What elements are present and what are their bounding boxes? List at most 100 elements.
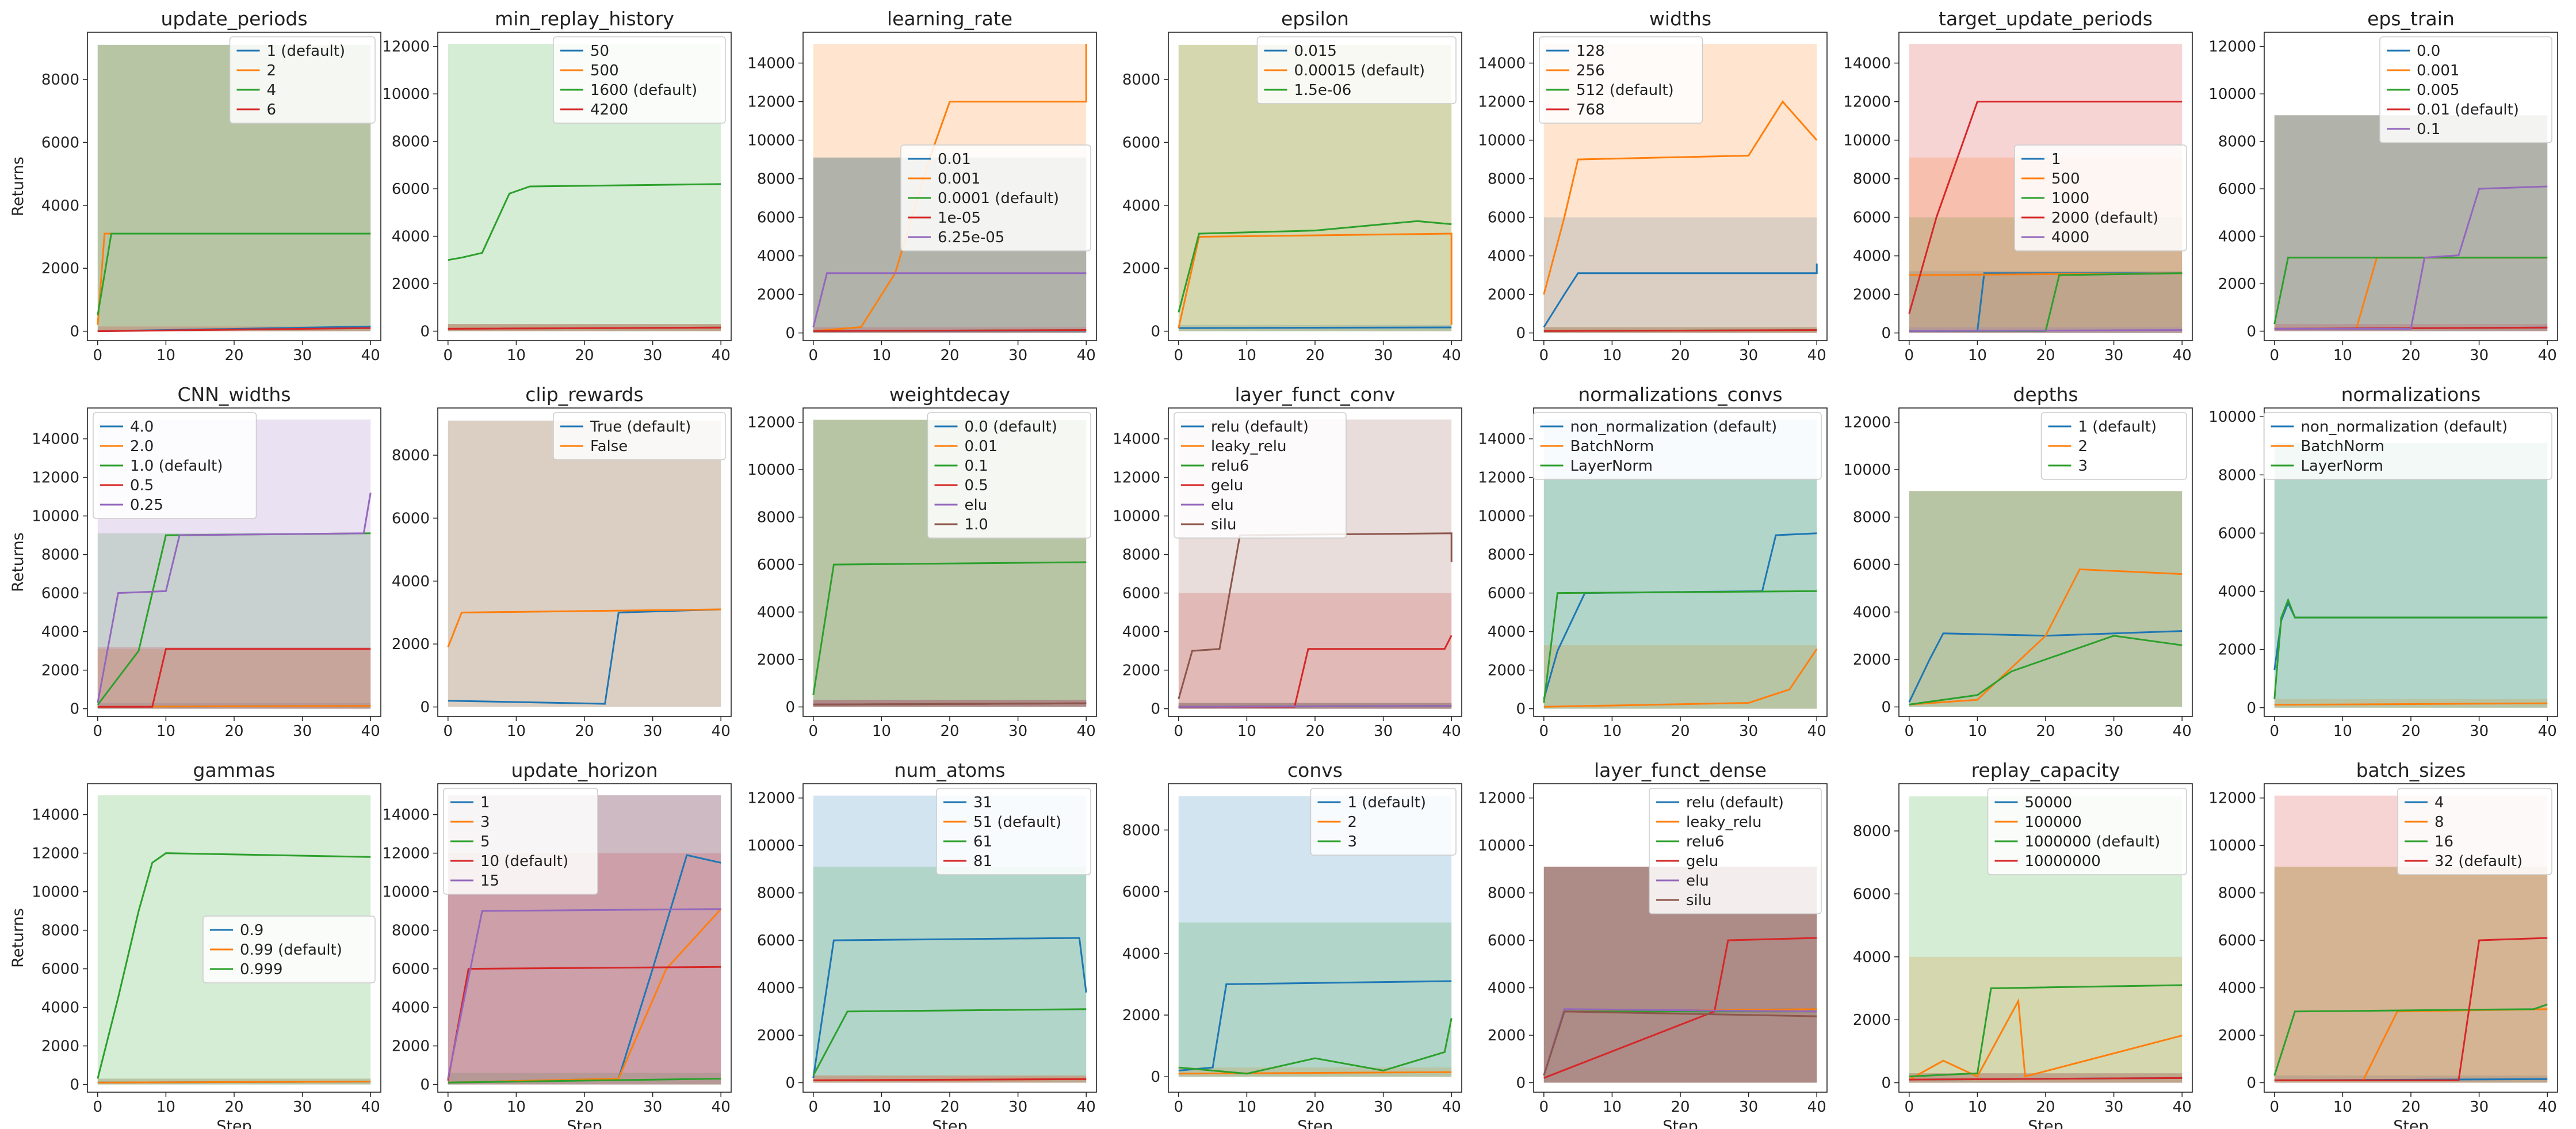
y-tick-label: 14000 <box>1478 431 1526 448</box>
subplot-num-atoms: 0 10 20 30 40 0 2000 4000 6000 8000 10000 12000 num_… <box>747 759 1097 1129</box>
band-1 <box>2274 867 2548 1083</box>
series-line-1 <box>1178 1071 1452 1075</box>
y-tick-label: 8000 <box>41 922 79 940</box>
y-tick-label: 4000 <box>1853 248 1891 265</box>
series-line-2 <box>2273 1003 2548 1076</box>
y-tick-label: 6000 <box>2218 932 2256 949</box>
legend-entry: 6 <box>267 101 277 119</box>
series-line-1 <box>97 1081 371 1084</box>
y-tick-label: 0 <box>1516 325 1526 342</box>
subplot-layer-funct-dense: 0 10 20 30 40 0 2000 4000 6000 8000 10000 12000 laye… <box>1478 759 1828 1129</box>
x-tick-label: 30 <box>2104 723 2123 740</box>
y-tick-label: 8000 <box>392 447 430 464</box>
y-tick-label: 6000 <box>392 181 430 198</box>
legend-entry: 10 (default) <box>480 853 568 870</box>
x-tick-label: 30 <box>1374 723 1393 740</box>
x-tick-label: 40 <box>1442 1099 1461 1116</box>
x-tick-label: 40 <box>712 1099 731 1116</box>
legend-box <box>443 788 598 895</box>
legend-box <box>1310 788 1457 856</box>
legend-box <box>1532 412 1822 480</box>
y-tick-label: 8000 <box>392 922 430 940</box>
legend-entry: elu <box>1686 872 1709 890</box>
x-tick-label: 0 <box>1539 1099 1549 1116</box>
series-line-0 <box>448 608 721 705</box>
y-tick-label: 10000 <box>382 884 430 901</box>
band-1 <box>1543 645 1817 709</box>
band-1 <box>448 420 721 707</box>
subplot-title: eps_train <box>2367 7 2455 30</box>
legend-entry: 2 <box>267 62 277 79</box>
y-tick-label: 2000 <box>392 636 430 653</box>
legend-entry: 4.0 <box>130 418 154 436</box>
x-tick-label: 20 <box>1305 1099 1324 1116</box>
subplot-title: learning_rate <box>887 7 1012 30</box>
legend-entry: 3 <box>480 814 490 831</box>
x-tick-label: 0 <box>809 347 819 364</box>
legend-entry: leaky_relu <box>1686 814 1762 831</box>
y-tick-label: 8000 <box>2218 134 2256 151</box>
y-tick-label: 8000 <box>1122 822 1160 839</box>
legend: relu (default) leaky_relu relu6 gelu elu silu <box>1649 788 1822 914</box>
legend-box <box>553 36 726 124</box>
subplot-update-periods: 0 10 20 30 40 0 2000 4000 6000 8000 update_periods… <box>9 7 381 364</box>
x-tick-label: 40 <box>361 1099 380 1116</box>
y-tick-label: 2000 <box>757 651 795 669</box>
legend-entry: 500 <box>590 62 619 79</box>
subplot-title: CNN_widths <box>177 383 291 406</box>
band-2 <box>2274 443 2548 708</box>
series-line-3 <box>1543 329 1817 332</box>
legend-entry: non_normalization (default) <box>1570 418 1778 436</box>
legend-entry: 1 (default) <box>1348 794 1427 811</box>
legend-entry: non_normalization (default) <box>2301 418 2508 436</box>
legend: relu (default) leaky_relu relu6 gelu elu silu <box>1174 412 1347 539</box>
y-tick-label: 10000 <box>2208 409 2256 426</box>
y-tick-label: 10000 <box>1478 132 1526 150</box>
legend: 1 (default) 2 4 6 <box>229 36 376 124</box>
series-line-2 <box>1178 220 1452 313</box>
legend-entry: 1 <box>2051 151 2061 168</box>
y-tick-label: 10000 <box>747 461 795 479</box>
y-tick-label: 12000 <box>382 39 430 56</box>
x-tick-label: 20 <box>1671 1099 1690 1116</box>
series-line-3 <box>448 326 721 330</box>
x-tick-label: 30 <box>2104 1099 2123 1116</box>
series-line-1 <box>2274 702 2548 706</box>
y-tick-label: 2000 <box>2218 276 2256 293</box>
x-tick-label: 30 <box>1008 1099 1027 1116</box>
y-tick-label: 10000 <box>1478 837 1526 855</box>
x-tick-label: 10 <box>156 1099 175 1116</box>
legend: 1 (default) 2 3 <box>2040 412 2187 480</box>
subplot-title: update_horizon <box>511 759 658 781</box>
legend-entry: gelu <box>1686 853 1718 870</box>
legend-entry: 1600 (default) <box>590 82 697 99</box>
y-tick-label: 8000 <box>1853 171 1891 188</box>
subplot-title: gammas <box>193 759 276 781</box>
x-tick-label: 20 <box>575 723 594 740</box>
x-tick-label: 20 <box>1305 347 1324 364</box>
subplot-gammas: 0 10 20 30 40 0 2000 4000 6000 8000 10000 12000 1400… <box>9 759 381 1129</box>
legend: 4 8 16 32 (default) <box>2397 788 2552 875</box>
x-tick-label: 10 <box>1603 723 1622 740</box>
series-line-2 <box>1178 1018 1453 1075</box>
y-tick-label: 0 <box>785 1075 795 1092</box>
x-tick-label: 0 <box>1539 347 1549 364</box>
legend-entry: 2.0 <box>130 438 154 455</box>
y-tick-label: 2000 <box>1122 260 1160 277</box>
x-tick-label: 10 <box>156 347 175 364</box>
y-tick-label: 10000 <box>32 508 79 525</box>
x-tick-label: 0 <box>1539 723 1549 740</box>
y-tick-label: 0 <box>1881 325 1891 342</box>
subplot-title: weightdecay <box>889 383 1010 406</box>
y-tick-label: 4000 <box>392 1000 430 1017</box>
legend-entry: LayerNorm <box>1570 457 1653 475</box>
legend-box <box>900 144 1091 251</box>
legend-entry: 1 (default) <box>2078 418 2157 436</box>
y-tick-label: 4000 <box>1488 624 1526 641</box>
x-tick-label: 20 <box>2401 347 2420 364</box>
x-tick-label: 30 <box>1374 1099 1393 1116</box>
series-line-1 <box>1543 100 1818 295</box>
x-tick-label: 40 <box>2538 347 2557 364</box>
legend-entry: 0.9 <box>240 922 263 939</box>
legend-entry: silu <box>1686 892 1711 909</box>
